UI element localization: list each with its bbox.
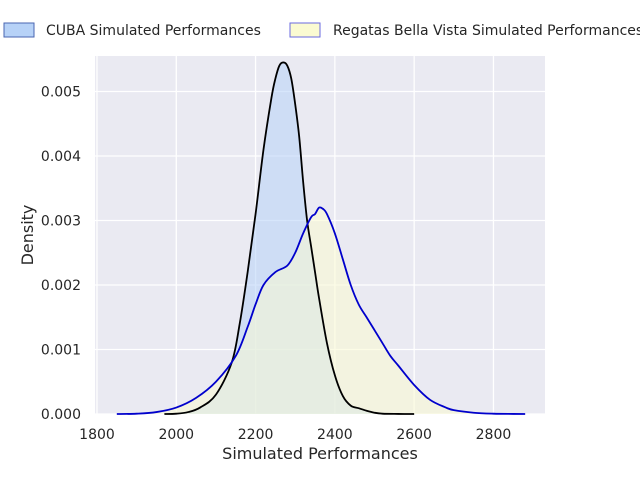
density-lines (116, 61, 526, 415)
series-line-1 (116, 206, 526, 415)
y-tick-label: 0.002 (41, 278, 81, 294)
series-line-0 (164, 61, 415, 415)
legend-label-cuba: CUBA Simulated Performances (46, 23, 261, 39)
x-tick-label: 2800 (476, 427, 512, 443)
y-tick-labels: 0.000 0.001 0.002 0.003 0.004 0.005 (41, 84, 81, 423)
x-axis-label: Simulated Performances (222, 444, 418, 463)
x-tick-label: 2200 (238, 427, 274, 443)
y-axis-label: Density (18, 205, 37, 266)
x-tick-label: 1800 (79, 427, 115, 443)
x-tick-label: 2600 (396, 427, 432, 443)
x-tick-label: 2000 (158, 427, 194, 443)
legend-swatch-cuba (3, 22, 35, 38)
legend: CUBA Simulated Performances Regatas Bell… (3, 22, 640, 39)
y-tick-label: 0.000 (41, 407, 81, 423)
series-fill-0 (164, 62, 415, 414)
y-tick-label: 0.005 (41, 84, 81, 100)
y-tick-label: 0.001 (41, 342, 81, 358)
y-tick-label: 0.004 (41, 149, 81, 165)
x-tick-label: 2400 (317, 427, 353, 443)
y-tick-label: 0.003 (41, 213, 81, 229)
legend-swatch-regatas (289, 22, 321, 38)
legend-label-regatas: Regatas Bella Vista Simulated Performanc… (333, 23, 640, 39)
x-tick-labels: 1800 2000 2200 2400 2600 2800 (79, 427, 511, 443)
